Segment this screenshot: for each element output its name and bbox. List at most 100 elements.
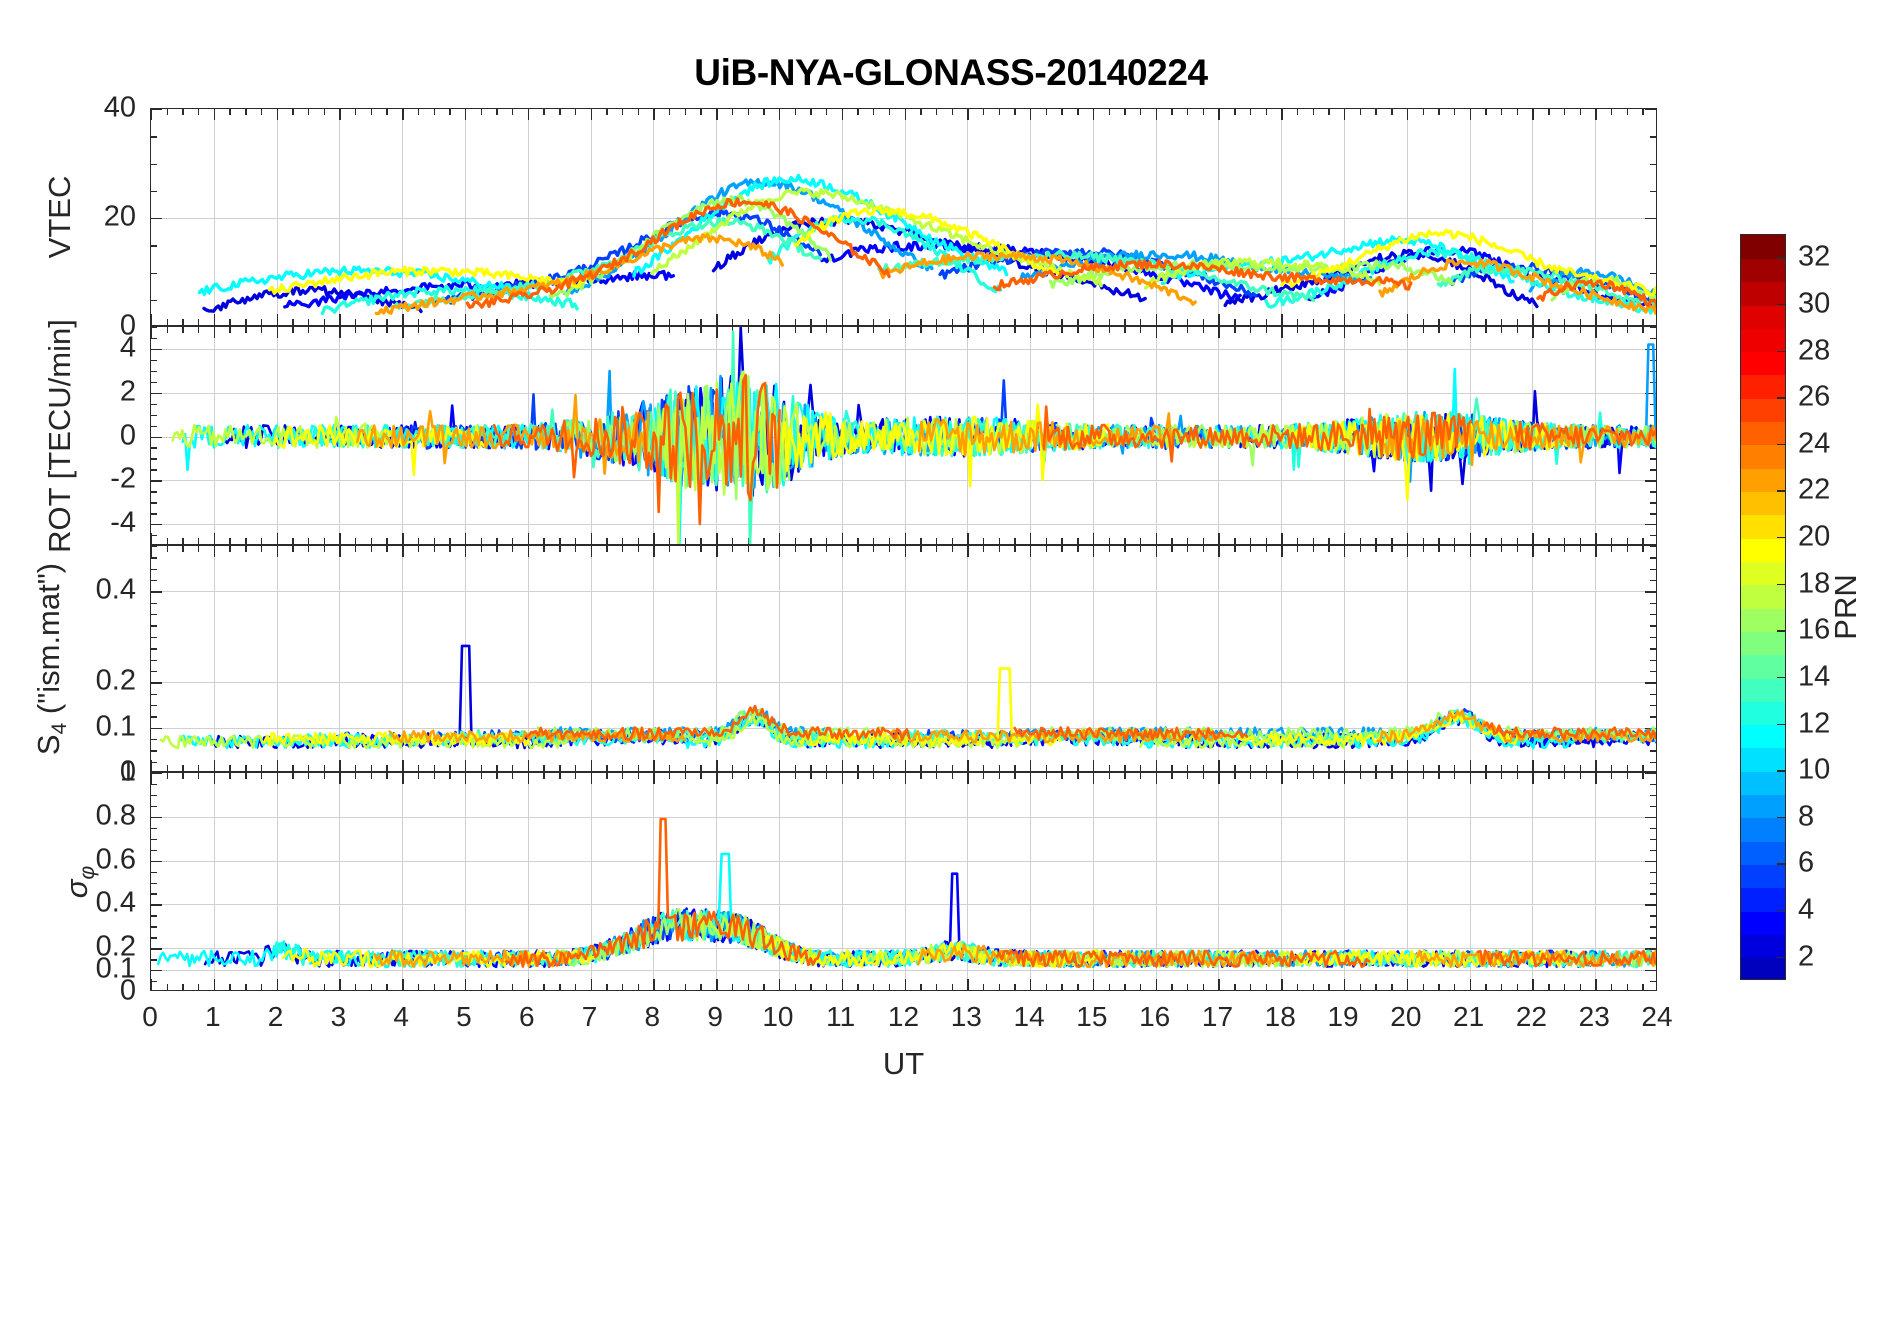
axis-tick xyxy=(151,915,157,917)
colorbar-tick xyxy=(1777,303,1786,306)
axis-tick xyxy=(1645,480,1656,482)
axis-tick xyxy=(1650,981,1656,983)
y-tick-label: 0.2 xyxy=(95,930,136,963)
axis-tick xyxy=(1548,773,1550,779)
axis-tick xyxy=(1061,984,1063,990)
axis-tick xyxy=(700,773,702,779)
axis-tick xyxy=(276,314,278,325)
gridline-vertical xyxy=(1595,773,1597,990)
gridline-vertical xyxy=(590,546,592,771)
axis-tick xyxy=(355,327,357,333)
axis-tick xyxy=(355,319,357,325)
axis-tick xyxy=(716,533,718,544)
axis-tick xyxy=(1422,538,1424,544)
gridline-vertical xyxy=(716,109,718,325)
axis-tick xyxy=(684,327,687,333)
axis-tick xyxy=(841,109,844,120)
axis-tick xyxy=(1563,773,1566,779)
axis-tick xyxy=(1650,602,1656,605)
axis-tick xyxy=(323,109,326,115)
axis-tick xyxy=(1328,984,1330,990)
axis-tick xyxy=(307,327,310,333)
y-tick-label: 0.4 xyxy=(95,573,136,606)
axis-tick xyxy=(151,425,157,427)
axis-tick xyxy=(339,979,341,990)
axis-tick xyxy=(151,761,157,764)
x-tick-label: 23 xyxy=(1578,1001,1610,1032)
axis-tick xyxy=(182,319,184,325)
axis-tick xyxy=(841,546,844,557)
axis-tick xyxy=(1124,773,1126,779)
axis-tick xyxy=(402,314,404,325)
axis-tick xyxy=(606,546,608,552)
axis-tick xyxy=(370,109,373,115)
axis-tick xyxy=(873,327,875,333)
axis-tick xyxy=(292,109,294,115)
colorbar-tick-label: 14 xyxy=(1798,660,1831,693)
axis-tick xyxy=(1548,765,1550,771)
axis-tick xyxy=(606,765,608,771)
axis-tick xyxy=(747,773,749,779)
axis-tick xyxy=(1516,109,1519,115)
prn-colorbar[interactable] xyxy=(1740,234,1786,980)
axis-tick xyxy=(700,319,702,325)
axis-tick xyxy=(323,327,326,333)
axis-tick xyxy=(1453,984,1456,990)
axis-tick xyxy=(1645,860,1656,862)
axis-tick xyxy=(512,319,514,325)
axis-tick xyxy=(731,319,734,325)
axis-tick xyxy=(151,513,157,515)
gridline-vertical xyxy=(276,546,278,771)
colorbar-tick xyxy=(1777,397,1786,399)
axis-tick xyxy=(1422,546,1424,552)
axis-tick xyxy=(1061,538,1063,544)
axis-tick xyxy=(1030,979,1032,990)
gridline-horizontal xyxy=(151,948,1656,950)
axis-tick xyxy=(151,109,153,120)
axis-tick xyxy=(590,327,592,338)
axis-tick xyxy=(151,491,157,493)
gridline-vertical xyxy=(967,773,969,990)
axis-tick xyxy=(1563,319,1566,325)
axis-tick xyxy=(1650,136,1656,138)
axis-tick xyxy=(888,538,891,544)
axis-tick xyxy=(826,319,828,325)
axis-tick xyxy=(245,538,247,544)
axis-tick xyxy=(1645,970,1656,972)
axis-tick xyxy=(559,327,561,333)
axis-tick xyxy=(1359,984,1362,990)
colorbar-segment xyxy=(1741,421,1785,446)
axis-tick xyxy=(433,984,435,990)
axis-tick xyxy=(920,773,922,779)
colorbar-segment xyxy=(1741,817,1785,842)
axis-tick xyxy=(151,381,157,384)
axis-tick xyxy=(1296,109,1299,115)
axis-tick xyxy=(166,109,169,115)
axis-tick xyxy=(1422,765,1424,771)
axis-tick xyxy=(1626,984,1628,990)
axis-tick xyxy=(763,546,765,552)
axis-tick xyxy=(1438,327,1440,333)
axis-tick xyxy=(606,773,608,779)
axis-tick xyxy=(684,546,687,552)
colorbar-segment xyxy=(1741,538,1785,562)
x-tick-label: 5 xyxy=(456,1001,472,1032)
axis-tick xyxy=(151,327,157,329)
colorbar-segment xyxy=(1741,654,1785,679)
axis-tick xyxy=(1595,327,1597,338)
axis-tick xyxy=(1650,403,1656,406)
colorbar-tick-label: 6 xyxy=(1798,846,1815,879)
axis-tick xyxy=(1281,546,1283,557)
axis-tick xyxy=(1501,319,1503,325)
axis-tick xyxy=(951,765,953,771)
axis-tick xyxy=(245,765,247,771)
axis-tick xyxy=(496,773,498,779)
axis-tick xyxy=(873,109,875,115)
axis-tick xyxy=(1030,760,1032,771)
axis-tick xyxy=(621,109,624,115)
axis-tick xyxy=(1579,109,1581,115)
y-tick-label: 2 xyxy=(119,375,136,408)
axis-tick xyxy=(904,773,906,784)
axis-tick xyxy=(1532,327,1534,338)
x-tick-label: 19 xyxy=(1327,1001,1359,1032)
